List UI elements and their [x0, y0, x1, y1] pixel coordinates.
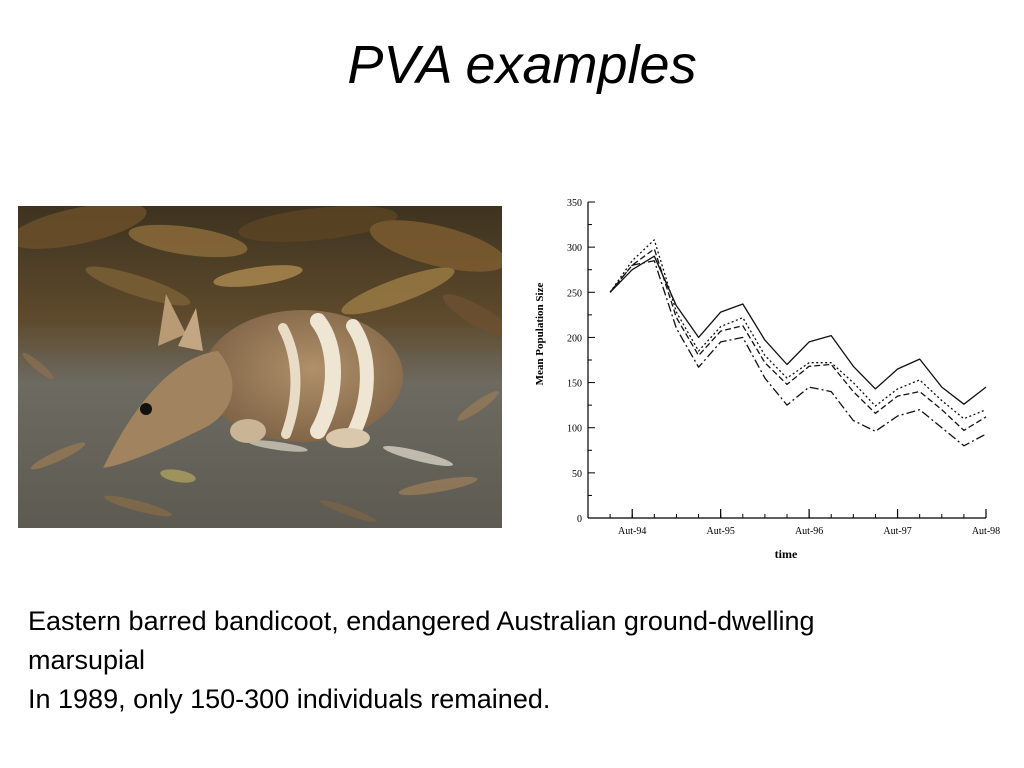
population-chart-svg: 0 50 100 150 200 250 300 350 Aut-94 Aut-95 Aut-96 A…: [534, 198, 1000, 561]
chart-y-tick-label: 300: [567, 243, 582, 254]
chart-y-tick-label: 0: [577, 514, 582, 525]
bandicoot-photo-icon: [18, 206, 502, 528]
chart-y-axis-label: Mean Population Size: [534, 283, 546, 386]
chart-x-tick-label: Aut-94: [618, 526, 646, 537]
chart-series-line-1-solid: [609, 255, 987, 405]
slide-title: PVA examples: [347, 35, 697, 95]
caption-line-3: In 1989, only 150-300 individuals remain…: [28, 684, 551, 714]
population-chart: 0 50 100 150 200 250 300 350 Aut-94 Aut-95 Aut-96 A…: [522, 188, 1022, 568]
caption-line-2: marsupial: [28, 645, 146, 675]
chart-series-line-3-dashed: [609, 248, 987, 432]
chart-x-tick-label: Aut-98: [972, 526, 1000, 537]
chart-x-tick-label: Aut-95: [706, 526, 734, 537]
bandicoot-photo: [18, 206, 502, 528]
chart-y-tick-label: 200: [567, 333, 582, 344]
caption-line-1: Eastern barred bandicoot, endangered Aus…: [28, 606, 815, 636]
chart-y-tick-label: 250: [567, 288, 582, 299]
chart-y-tick-label: 150: [567, 379, 582, 390]
chart-x-tick-label: Aut-96: [795, 526, 823, 537]
chart-series: [609, 239, 987, 447]
chart-x-tick-label: Aut-97: [883, 526, 911, 537]
chart-y-tick-label: 50: [572, 469, 582, 480]
chart-x-axis-label: time: [775, 547, 798, 561]
chart-series-line-2-dotted: [609, 239, 987, 420]
caption: Eastern barred bandicoot, endangered Aus…: [28, 602, 1024, 719]
chart-axes: 0 50 100 150 200 250 300 350 Aut-94 Aut-95 Aut-96 A…: [567, 198, 1000, 537]
chart-y-tick-label: 350: [567, 198, 582, 209]
chart-y-tick-label: 100: [567, 424, 582, 435]
chart-series-line-4-dashdot: [609, 260, 987, 447]
